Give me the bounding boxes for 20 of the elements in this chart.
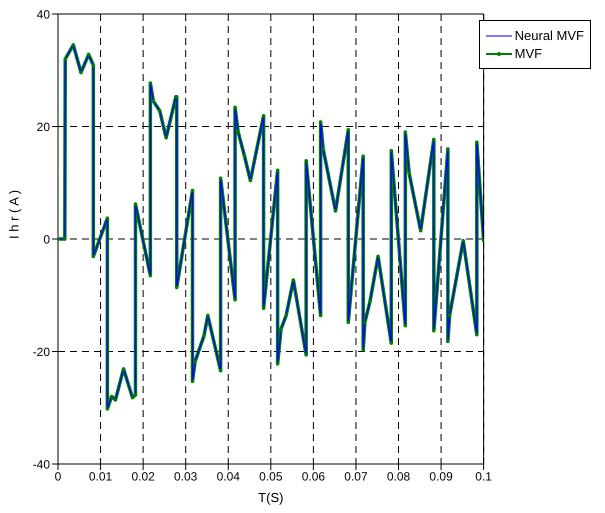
x-tick-label: 0.02 xyxy=(131,470,156,484)
x-tick-label: 0 xyxy=(54,470,62,484)
x-tick-label: 0.1 xyxy=(475,470,492,484)
y-tick-label: -40 xyxy=(32,457,50,472)
x-tick-label: 0.03 xyxy=(174,470,198,484)
y-axis-title: I h r ( A ) xyxy=(6,190,22,239)
legend-label: Neural MVF xyxy=(514,28,584,43)
y-tick-label: 20 xyxy=(36,120,50,134)
x-tick-label: 0.04 xyxy=(216,470,240,484)
x-axis-title: T(S) xyxy=(258,490,284,505)
y-tick-label: 0 xyxy=(43,232,50,246)
x-tick-label: 0.01 xyxy=(88,470,113,484)
x-tick-label: 0.06 xyxy=(302,470,326,484)
y-tick-label: -20 xyxy=(32,344,50,359)
legend-label: MVF xyxy=(514,46,542,61)
x-tick-label: 0.09 xyxy=(429,470,454,484)
x-tick-label: 0.05 xyxy=(259,470,283,484)
y-tick-label: 40 xyxy=(36,7,50,22)
x-tick-label: 0.08 xyxy=(386,470,411,484)
x-tick-label: 0.07 xyxy=(344,470,368,484)
